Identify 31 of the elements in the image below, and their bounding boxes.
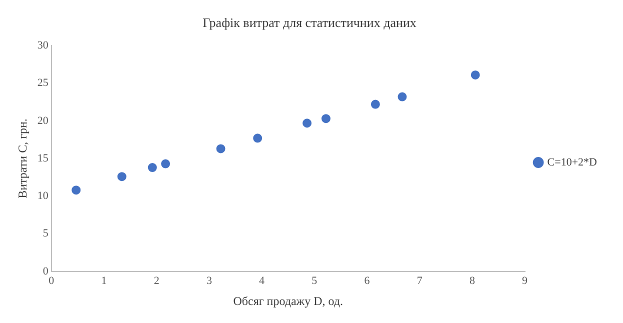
x-tick-label: 2 [154, 274, 160, 287]
y-axis-title: Витрати C, грн. [15, 118, 30, 198]
point [161, 159, 170, 168]
y-tick-label: 25 [37, 77, 49, 90]
point [321, 114, 330, 124]
x-tick-label: 6 [364, 274, 370, 287]
x-tick-label: 7 [416, 274, 423, 287]
point [398, 92, 407, 102]
y-tick-label: 5 [42, 228, 49, 240]
x-tick-label: 4 [259, 274, 266, 287]
x-tick-label: 5 [312, 274, 318, 287]
x-tick-label: 8 [469, 274, 476, 287]
y-tick-label: 15 [37, 152, 49, 164]
x-tick-label: 1 [101, 274, 107, 287]
x-tick-label: 9 [522, 274, 528, 287]
y-tick-label: 0 [42, 265, 49, 278]
chart-title: Графік витрат для статистичних даних [202, 15, 417, 30]
x-axis-title: Обсяг продажу D, од. [233, 294, 343, 308]
legend-label: C=10+2*D [547, 156, 598, 168]
point [470, 70, 480, 80]
y-tick-label: 10 [37, 190, 49, 202]
point [117, 172, 126, 182]
point [302, 118, 312, 128]
point [148, 163, 157, 172]
y-tick-label: 20 [37, 114, 49, 127]
point [370, 100, 380, 109]
point [253, 134, 262, 143]
point [72, 186, 81, 195]
x-tick-label: 3 [206, 274, 212, 287]
point [216, 144, 226, 154]
y-tick-label: 30 [37, 39, 49, 52]
